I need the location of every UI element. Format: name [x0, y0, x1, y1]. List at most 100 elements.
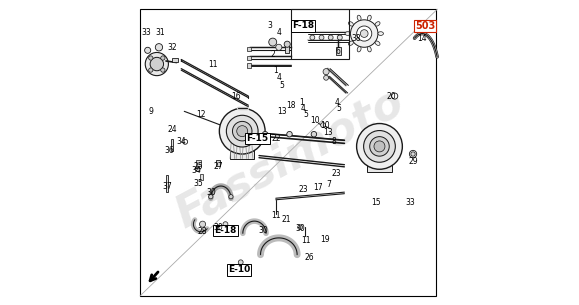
Text: 503: 503 — [415, 21, 435, 31]
Text: 21: 21 — [282, 215, 291, 224]
Text: 13: 13 — [323, 128, 332, 137]
Circle shape — [391, 93, 398, 99]
Text: 18: 18 — [286, 101, 296, 110]
Circle shape — [324, 75, 328, 80]
Bar — [217, 160, 220, 166]
Circle shape — [411, 152, 415, 156]
Circle shape — [196, 167, 200, 171]
Text: 5: 5 — [336, 104, 340, 113]
Circle shape — [321, 123, 325, 127]
Circle shape — [276, 44, 282, 50]
Bar — [171, 139, 173, 151]
Ellipse shape — [375, 22, 380, 26]
Ellipse shape — [349, 41, 353, 45]
Text: 38: 38 — [352, 34, 361, 43]
Text: 1: 1 — [273, 66, 278, 75]
Text: 33: 33 — [405, 198, 415, 207]
Text: 30: 30 — [259, 226, 269, 235]
Circle shape — [357, 124, 402, 169]
Bar — [166, 175, 168, 192]
Text: 37: 37 — [163, 181, 173, 191]
Text: E-18: E-18 — [214, 226, 237, 235]
Circle shape — [374, 141, 385, 152]
Circle shape — [262, 131, 268, 137]
Ellipse shape — [357, 47, 361, 52]
Bar — [291, 9, 349, 59]
Text: 12: 12 — [196, 110, 206, 119]
Circle shape — [208, 195, 213, 199]
Circle shape — [149, 56, 153, 60]
Text: Fassimoto: Fassimoto — [168, 81, 411, 237]
Text: 36: 36 — [164, 146, 174, 156]
Text: 1: 1 — [299, 98, 304, 107]
Circle shape — [360, 30, 368, 38]
Ellipse shape — [368, 15, 371, 20]
Text: 32: 32 — [167, 43, 177, 52]
Ellipse shape — [375, 41, 380, 45]
Circle shape — [364, 131, 395, 162]
Text: 6: 6 — [336, 47, 340, 56]
Bar — [172, 58, 178, 62]
Bar — [336, 47, 340, 55]
Bar — [196, 160, 201, 166]
Text: 14: 14 — [417, 34, 427, 43]
Text: 4: 4 — [301, 104, 306, 113]
Text: 17: 17 — [314, 183, 323, 192]
Circle shape — [323, 69, 329, 75]
Circle shape — [226, 115, 258, 147]
Text: 23: 23 — [332, 169, 342, 178]
Bar — [247, 47, 251, 51]
Circle shape — [219, 108, 265, 154]
Text: 16: 16 — [232, 92, 241, 101]
Text: 30: 30 — [207, 188, 217, 197]
Text: 2: 2 — [270, 50, 275, 59]
Bar — [285, 44, 290, 53]
Text: 7: 7 — [327, 180, 332, 189]
Text: 33: 33 — [142, 27, 152, 37]
Text: 8: 8 — [331, 137, 336, 146]
Circle shape — [298, 225, 303, 230]
Text: 26: 26 — [305, 253, 314, 262]
Ellipse shape — [368, 47, 371, 52]
Text: 4: 4 — [276, 27, 281, 37]
Text: 19: 19 — [320, 235, 329, 244]
Bar — [200, 174, 203, 180]
Circle shape — [310, 35, 315, 40]
Circle shape — [239, 260, 243, 265]
Circle shape — [229, 195, 233, 199]
Ellipse shape — [357, 15, 361, 20]
Text: 23: 23 — [298, 185, 308, 194]
Circle shape — [357, 26, 372, 41]
Text: 9: 9 — [148, 107, 153, 116]
Text: 5: 5 — [304, 110, 309, 119]
Circle shape — [237, 126, 248, 137]
Bar — [247, 56, 251, 60]
Text: 11: 11 — [208, 59, 218, 69]
Circle shape — [145, 47, 151, 53]
Text: 24: 24 — [167, 125, 177, 134]
Text: 5: 5 — [280, 81, 284, 90]
Circle shape — [311, 131, 317, 137]
Text: E-10: E-10 — [228, 265, 250, 275]
Circle shape — [338, 35, 342, 40]
Circle shape — [223, 222, 228, 227]
Text: 30: 30 — [213, 223, 223, 232]
Circle shape — [150, 57, 163, 71]
Circle shape — [200, 221, 206, 227]
Circle shape — [287, 131, 292, 137]
Circle shape — [370, 137, 389, 156]
Circle shape — [269, 38, 277, 46]
Text: 13: 13 — [277, 107, 287, 116]
Text: 10: 10 — [310, 116, 320, 125]
Text: 31: 31 — [155, 27, 164, 37]
Circle shape — [161, 68, 165, 72]
Text: 34: 34 — [192, 166, 201, 175]
Text: 10: 10 — [320, 120, 329, 130]
Text: 20: 20 — [387, 92, 397, 101]
Text: 35: 35 — [193, 178, 203, 188]
Text: 4: 4 — [334, 98, 339, 107]
Circle shape — [161, 56, 165, 60]
Text: 30: 30 — [295, 224, 305, 233]
Ellipse shape — [378, 32, 383, 35]
Text: F-15: F-15 — [247, 134, 269, 143]
